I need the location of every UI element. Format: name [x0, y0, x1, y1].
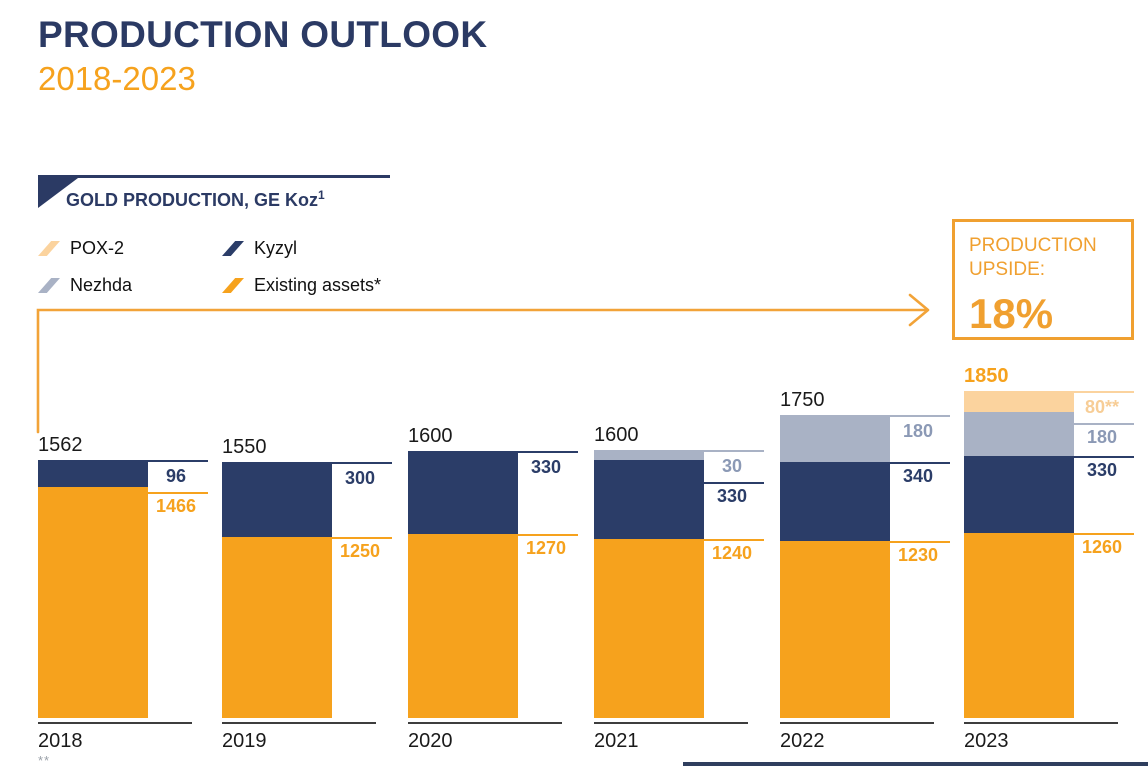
page-subtitle: 2018-2023 [38, 60, 196, 97]
legend-label-kyzyl: Kyzyl [254, 238, 298, 258]
bar-total-label: 1850 [964, 365, 1009, 387]
segment-value-label: 180 [902, 421, 934, 441]
legend-label-nezhda: Nezhda [70, 275, 133, 295]
segment-boundary-line [1074, 533, 1134, 535]
bar-total-label: 1562 [38, 434, 83, 456]
segment-boundary-line [38, 460, 208, 462]
upside-value: 18% [969, 289, 1054, 337]
segment-boundary-line [518, 534, 578, 536]
x-axis-line [38, 722, 192, 724]
x-axis-line [594, 722, 748, 724]
bar-total-label: 1600 [408, 425, 453, 447]
segment-value-label: 330 [716, 486, 748, 506]
segment-value-label: 1466 [155, 496, 197, 516]
bar-segment-pox [964, 393, 1074, 412]
bar-segment-kyzyl [780, 462, 890, 541]
chart-title-text: GOLD PRODUCTION, GE Koz [66, 190, 318, 210]
x-axis-line [222, 722, 376, 724]
segment-value-label: 330 [1086, 460, 1118, 480]
segment-boundary-line [780, 415, 950, 417]
chart-title: GOLD PRODUCTION, GE Koz1 [66, 188, 325, 211]
bar-segment-existing [408, 534, 518, 718]
upside-arrow-icon [36, 293, 930, 434]
segment-boundary-line [222, 462, 392, 464]
segment-value-label: 1230 [897, 545, 939, 565]
segment-value-label: 300 [344, 468, 376, 488]
bar-segment-existing [222, 537, 332, 718]
footnote-marks: ** [38, 753, 51, 766]
segment-boundary-line [890, 462, 950, 464]
legend-header-rule [38, 175, 390, 178]
segment-boundary-line [148, 492, 208, 494]
bottom-edge-strip [683, 762, 1148, 766]
segment-boundary-line [964, 391, 1134, 393]
bar-segment-existing [780, 541, 890, 718]
bar-segment-kyzyl [408, 453, 518, 534]
x-axis-line [780, 722, 934, 724]
legend-item-nezhda: Nezhda [38, 275, 222, 296]
segment-value-label: 30 [721, 456, 743, 476]
legend-label-pox2: POX-2 [70, 238, 125, 258]
segment-value-label: 1260 [1081, 537, 1123, 557]
segment-value-label: 1270 [525, 538, 567, 558]
segment-value-label: 340 [902, 466, 934, 486]
upside-label-line2: UPSIDE: [969, 258, 1046, 280]
segment-value-label: 80** [1084, 397, 1120, 417]
year-label: 2023 [964, 730, 1009, 752]
year-label: 2022 [780, 730, 825, 752]
segment-boundary-line [332, 537, 392, 539]
bar-segment-existing [594, 539, 704, 718]
legend-item-pox2: POX-2 [38, 238, 222, 259]
segment-boundary-line [704, 482, 764, 484]
segment-value-label: 330 [530, 457, 562, 477]
bar-segment-kyzyl [594, 460, 704, 539]
year-label: 2020 [408, 730, 453, 752]
segment-boundary-line [890, 541, 950, 543]
segment-boundary-line [594, 450, 764, 452]
legend-item-kyzyl: Kyzyl [222, 238, 381, 259]
bar-segment-existing [38, 487, 148, 718]
bar-segment-kyzyl [964, 456, 1074, 533]
legend-item-existing: Existing assets* [222, 275, 381, 296]
segment-boundary-line [1074, 423, 1134, 425]
year-label: 2019 [222, 730, 267, 752]
x-axis-line [408, 722, 562, 724]
bar-segment-nezhda [780, 417, 890, 462]
bar-segment-kyzyl [38, 462, 148, 487]
bar-segment-nezhda [594, 452, 704, 460]
legend: POX-2 Kyzyl Nezhda Existing assets* [38, 238, 381, 296]
x-axis-line [964, 722, 1118, 724]
page-title: PRODUCTION OUTLOOK [38, 14, 488, 55]
segment-boundary-line [1074, 456, 1134, 458]
segment-boundary-line [704, 539, 764, 541]
segment-boundary-line [408, 451, 578, 453]
segment-value-label: 96 [165, 466, 187, 486]
legend-label-existing: Existing assets* [254, 275, 382, 295]
segment-value-label: 180 [1086, 427, 1118, 447]
bar-total-label: 1750 [780, 389, 825, 411]
segment-value-label: 1250 [339, 541, 381, 561]
bar-segment-existing [964, 533, 1074, 718]
year-label: 2018 [38, 730, 83, 752]
upside-label-line1: PRODUCTION [969, 235, 1097, 256]
chart-title-footnote-ref: 1 [318, 188, 325, 202]
segment-value-label: 1240 [711, 543, 753, 563]
bar-segment-nezhda [964, 412, 1074, 456]
bar-segment-kyzyl [222, 464, 332, 537]
bar-total-label: 1600 [594, 424, 639, 446]
bar-total-label: 1550 [222, 436, 267, 458]
year-label: 2021 [594, 730, 639, 752]
production-upside-box: PRODUCTION UPSIDE: 18% [952, 219, 1134, 340]
